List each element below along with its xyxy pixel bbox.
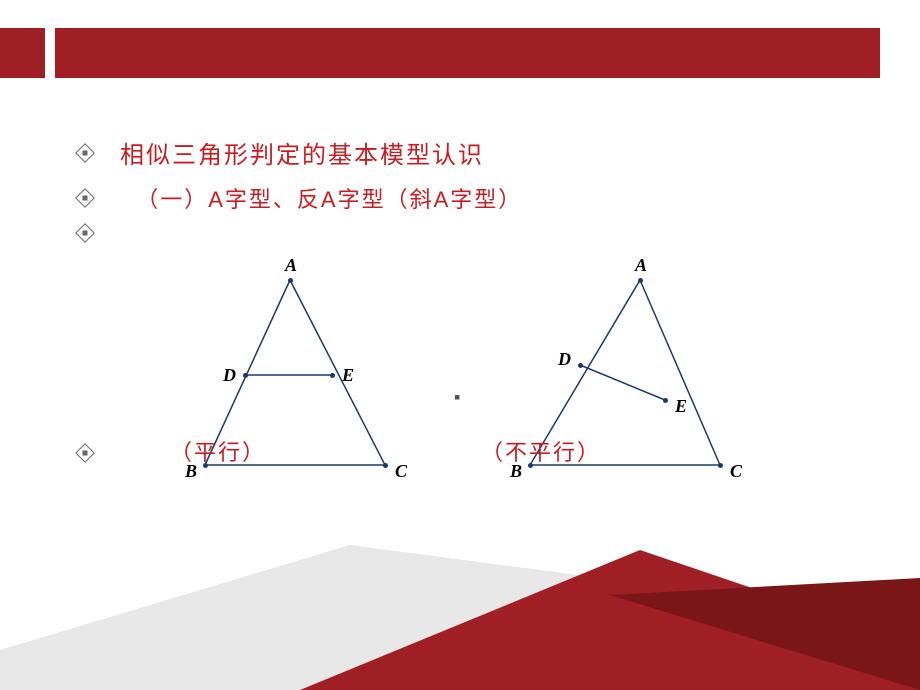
top-banner bbox=[0, 28, 880, 78]
vertex-dot bbox=[330, 373, 335, 378]
vertex-dot bbox=[718, 463, 723, 468]
vertex-label-A: A bbox=[635, 255, 647, 276]
vertex-dot bbox=[243, 373, 248, 378]
vertex-label-E: E bbox=[675, 396, 687, 417]
caption-row: （平行） （不平行） bbox=[78, 435, 601, 467]
content-area: 相似三角形判定的基本模型认识 （一）A字型、反A字型（斜A字型） bbox=[78, 135, 522, 252]
vertex-label-C: C bbox=[730, 461, 742, 482]
center-marker: ▪ bbox=[454, 387, 460, 408]
diamond-bullet-icon bbox=[75, 143, 95, 163]
vertex-label-D: D bbox=[558, 349, 571, 370]
banner-accent-small bbox=[0, 28, 45, 78]
vertex-dot bbox=[638, 278, 643, 283]
diamond-bullet-icon bbox=[75, 223, 95, 243]
vertex-dot bbox=[663, 398, 668, 403]
banner-accent-large bbox=[55, 28, 880, 78]
caption-not-parallel: （不平行） bbox=[481, 435, 601, 467]
subtitle-text: （一）A字型、反A字型（斜A字型） bbox=[120, 182, 522, 214]
empty-bullet-line bbox=[78, 226, 522, 240]
diamond-bullet-icon bbox=[75, 188, 95, 208]
vertex-dot bbox=[288, 278, 293, 283]
subtitle-line: （一）A字型、反A字型（斜A字型） bbox=[78, 182, 522, 214]
title-text: 相似三角形判定的基本模型认识 bbox=[120, 135, 484, 170]
diamond-bullet-icon bbox=[75, 443, 95, 463]
vertex-label-E: E bbox=[342, 365, 354, 386]
vertex-label-A: A bbox=[285, 255, 297, 276]
vertex-dot bbox=[578, 363, 583, 368]
bottom-decoration bbox=[0, 490, 920, 690]
caption-parallel: （平行） bbox=[170, 435, 266, 467]
vertex-label-D: D bbox=[223, 365, 236, 386]
title-line: 相似三角形判定的基本模型认识 bbox=[78, 135, 522, 170]
